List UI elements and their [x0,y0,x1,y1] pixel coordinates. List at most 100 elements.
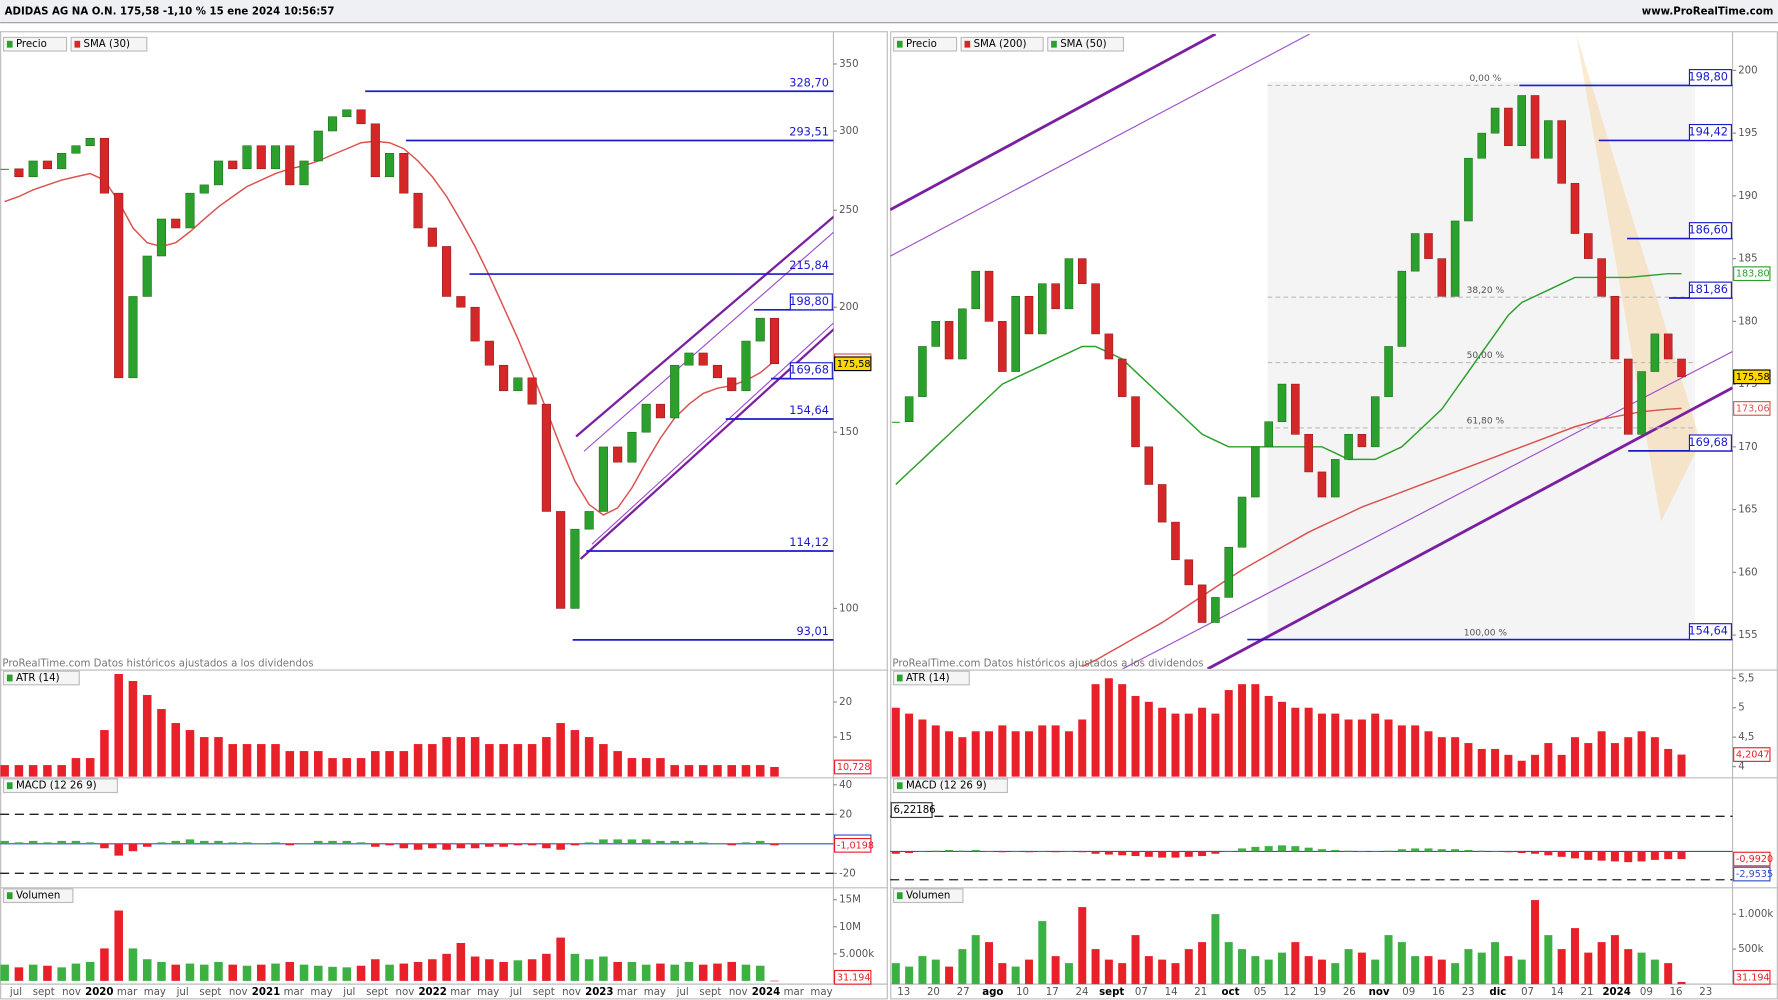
volume-bar [199,964,209,981]
price-plot [0,109,780,609]
volume-bar [1238,949,1247,985]
volume-bar [1411,956,1420,985]
macd-bar [85,842,95,844]
macd-bar [1251,846,1260,852]
candle [513,377,523,392]
macd-bar [1664,851,1673,860]
indicator-tab [892,670,970,686]
candle [1504,107,1513,146]
indicator-name: ATR (14) [16,673,60,684]
price-tag [1733,266,1771,282]
atr-bar [599,744,608,777]
level-box [1688,69,1732,87]
volume-bar [1357,952,1366,985]
level-label: 198,80 [1688,70,1728,84]
candle [984,270,994,322]
volume-bar [0,964,9,981]
price-tag-label: 183,80 [1736,269,1770,280]
atr-bar [1278,701,1286,777]
macd-bar [527,843,537,846]
atr-bar [1397,725,1406,777]
volume-bar [1184,949,1193,985]
macd-bar [199,840,209,844]
macd-bar [1384,850,1393,852]
atr-bar [1331,713,1340,777]
candle [1544,120,1553,159]
macd-bar [727,843,736,846]
candle [556,511,566,609]
volume-bar [1570,928,1579,985]
volume-bar [171,964,180,981]
macd-bar [891,851,900,854]
volume-bar [1291,942,1300,985]
volume-bar [891,963,900,985]
candle [655,403,665,419]
volume-bar [1211,914,1220,985]
atr-bar [1584,743,1593,777]
candle [1530,95,1540,159]
header-title: ADIDAS AG NA O.N. 175,58 -1,10 % 15 ene … [5,6,335,17]
candle [1157,484,1167,523]
candle [185,192,195,229]
macd-bar [1517,851,1526,854]
atr-bar [542,737,551,777]
atr-bar [285,751,295,777]
macd-bar [57,840,66,844]
atr-bar [299,751,309,777]
volume-bar [271,963,280,981]
candle [1357,434,1367,448]
macd-bar [599,839,608,844]
macd-bar [299,843,309,845]
value-tag [1733,969,1771,985]
scale-box [890,802,933,819]
x-tick-label: 24 [1075,987,1088,998]
price-tag [1733,401,1771,416]
price-tag [834,356,872,372]
y-tick-label: 250 [839,205,858,216]
candle [1038,283,1047,335]
volume-bar [299,964,309,981]
candle [904,396,914,423]
macd-bar [584,842,594,844]
indicator-tab [2,670,80,686]
volume-bar [1198,942,1207,985]
y-tick-label: 180 [1738,316,1757,327]
macd-bar [570,843,580,846]
atr-bar [1211,713,1220,777]
atr-bar [1091,684,1100,777]
x-tick-label: may [477,987,499,998]
atr-bar [1038,725,1047,777]
macd-bar [0,840,9,844]
atr-bar [1597,731,1606,777]
indicator-tab [892,778,1008,794]
x-tick-label: 14 [1165,987,1178,998]
atr-bar [128,681,138,777]
atr-bar [1104,678,1113,777]
macd-bar [328,840,337,844]
macd-bar [1064,851,1073,853]
candle [769,317,780,365]
level-label: 169,68 [789,363,829,377]
macd-bar [971,849,980,852]
volume-bar [1464,949,1473,985]
x-tick-label: dic [1489,987,1506,998]
y-tick-label: 500k [1738,944,1763,955]
indicator-name: Precio [16,39,47,50]
level-label: 198,80 [789,294,829,308]
candle [1517,95,1526,146]
volume-bar [1304,956,1313,985]
macd-bar [741,842,751,844]
atr-bar [1264,695,1273,777]
y-tick-label: 100 [839,603,858,614]
atr-bar [385,751,394,777]
indicator-swatch [896,40,903,48]
volume-bar [1011,966,1020,985]
x-tick-label: nov [729,987,748,998]
indicator-swatch [896,674,903,682]
candle [1171,521,1180,561]
candle [370,123,380,178]
x-tick-label: 2024 [1602,987,1630,998]
x-tick-label: 27 [957,987,970,998]
volume-bar [214,961,223,981]
macd-bar [1331,849,1340,852]
